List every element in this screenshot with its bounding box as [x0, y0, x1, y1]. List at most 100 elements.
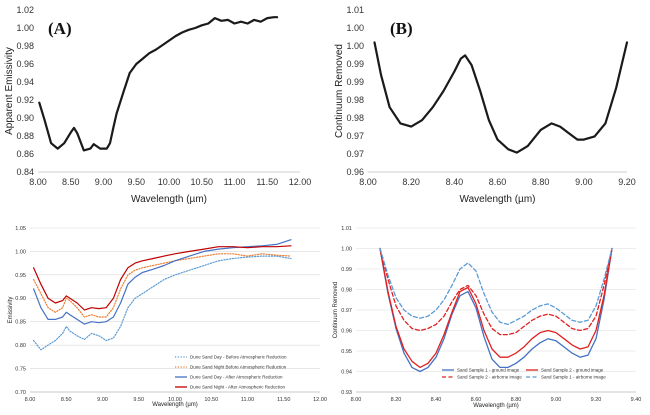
y-tick-label: 0.97 [346, 149, 364, 159]
x-tick-label: 8.60 [489, 177, 507, 187]
series-line-1 [373, 41, 629, 154]
x-tick-label: 11.50 [277, 397, 290, 403]
y-tick-label: 0.95 [341, 349, 352, 355]
y-tick-label: 0.95 [15, 273, 26, 279]
legend: Dune Sand Day - Before Atmospheric Reduc… [175, 355, 287, 390]
x-tick-label: 8.00 [29, 177, 47, 187]
x-tick-label: 8.00 [351, 397, 362, 403]
y-tick-label: 0.99 [346, 77, 364, 87]
y-tick-label: 1.02 [16, 5, 34, 15]
y-tick-label: 0.98 [16, 41, 34, 51]
x-tick-label: 8.80 [532, 177, 550, 187]
x-tick-label: 12.00 [289, 177, 312, 187]
y-tick-label: 0.97 [341, 308, 352, 314]
x-tick-label: 8.60 [471, 397, 482, 403]
x-tick-label: 11.00 [224, 177, 246, 187]
y-tick-label: 1.05 [15, 226, 26, 232]
y-axis-title: Continuum Removed [334, 44, 345, 138]
x-tick-label: 10.50 [190, 177, 213, 187]
y-tick-label: 0.85 [15, 320, 26, 326]
legend-label: Dune Sand Night Before Atmospheric Reduc… [190, 365, 287, 370]
y-tick-label: 1.00 [346, 41, 364, 51]
x-tick-label: 11.50 [256, 177, 278, 187]
y-tick-label: 0.93 [341, 390, 352, 396]
y-tick-label: 0.70 [15, 390, 26, 396]
series-line-3 [379, 247, 613, 336]
y-tick-label: 0.86 [16, 149, 34, 159]
y-tick-label: 0.96 [346, 167, 364, 177]
series-line-3 [32, 239, 292, 325]
legend: Sand Sample 1 - ground image Sand Sample … [442, 368, 606, 380]
y-tick-label: 0.98 [346, 113, 364, 123]
chart-panel-1: 0.84 0.86 0.88 0.90 0.92 0.94 0.96 0.98 1.00 1.02… [4, 5, 311, 205]
x-tick-label: 8.20 [391, 397, 402, 403]
legend-label: Sand Sample 1 - airborne image [541, 375, 606, 380]
x-tick-label: 8.40 [446, 177, 464, 187]
y-tick-label: 1.01 [341, 226, 352, 232]
legend-label: Dune Sand Day - Before Atmospheric Reduc… [190, 355, 287, 360]
x-tick-label: 8.00 [359, 177, 377, 187]
y-tick-label: 1.01 [346, 5, 364, 15]
legend-label: Dune Sand Day - After Atmospheric Reduct… [190, 375, 283, 380]
y-tick-label: 0.94 [16, 77, 34, 87]
y-tick-label: 0.96 [341, 328, 352, 334]
y-tick-label: 1.00 [16, 23, 34, 33]
y-tick-label: 1.00 [15, 249, 26, 255]
y-tick-label: 0.88 [16, 131, 34, 141]
x-tick-label: 10.50 [204, 397, 218, 403]
legend-label: Sand Sample 1 - ground image [457, 368, 520, 373]
series-line-2 [379, 247, 613, 369]
y-tick-label: 0.80 [15, 343, 26, 349]
x-tick-label: 8.00 [25, 397, 36, 403]
x-tick-label: 11.00 [241, 397, 254, 403]
x-tick-label: 10.00 [168, 397, 182, 403]
x-tick-label: 8.20 [402, 177, 420, 187]
x-tick-label: 9.00 [551, 397, 562, 403]
x-tick-label: 9.00 [575, 177, 593, 187]
x-tick-label: 9.40 [631, 397, 642, 403]
y-axis-title: Emissivity [8, 297, 14, 324]
x-tick-label: 9.20 [591, 397, 602, 403]
y-tick-label: 0.99 [346, 59, 364, 69]
legend-label: Dune Sand Night - After Atmospheric Redu… [190, 385, 286, 390]
legend-label: Sand Sample 2 - ground image [541, 368, 604, 373]
x-tick-label: 8.50 [61, 397, 72, 403]
y-tick-label: 0.90 [15, 296, 26, 302]
x-tick-label: 10.00 [158, 177, 181, 187]
y-tick-label: 0.84 [16, 167, 34, 177]
x-axis-title: Wavelength (µm) [152, 402, 198, 408]
x-axis-title: Wavelength (µm) [460, 194, 536, 205]
x-tick-label: 8.80 [511, 397, 522, 403]
y-tick-label: 0.98 [341, 287, 352, 293]
x-tick-label: 9.00 [95, 177, 113, 187]
chart-panel-4: 0.93 0.94 0.95 0.96 0.97 0.98 0.99 1.00 1.01 8.00… [333, 226, 641, 409]
x-tick-label: 9.00 [97, 397, 108, 403]
y-tick-label: 1.00 [346, 23, 364, 33]
series-line-1 [379, 247, 613, 373]
series-line-4 [32, 245, 292, 311]
y-tick-label: 0.98 [346, 95, 364, 105]
y-tick-label: 0.90 [16, 113, 34, 123]
x-tick-label: 9.20 [618, 177, 636, 187]
x-tick-label: 8.50 [62, 177, 80, 187]
y-tick-label: 0.75 [15, 366, 26, 372]
x-axis-title: Wavelength (µm) [473, 403, 519, 409]
y-axis-title: Continuum Removed [333, 282, 339, 338]
y-tick-label: 0.97 [346, 131, 364, 141]
x-tick-label: 9.50 [127, 177, 145, 187]
y-axis-title: Apparent Emissivity [4, 47, 15, 135]
panel-label: (A) [48, 19, 72, 38]
y-tick-label: 1.00 [341, 246, 352, 252]
chart-panel-2: 0.96 0.97 0.97 0.98 0.98 0.99 0.99 1.00 1.00 1.01… [334, 5, 636, 205]
y-tick-label: 0.96 [16, 59, 34, 69]
x-tick-label: 8.40 [431, 397, 442, 403]
series-line-1 [38, 16, 279, 152]
series-line-1 [32, 255, 292, 351]
x-tick-label: 12.00 [313, 397, 327, 403]
x-tick-label: 9.50 [133, 397, 144, 403]
series-line-4 [379, 247, 613, 326]
legend-label: Sand Sample 2 - airborne image [457, 375, 522, 380]
x-axis-title: Wavelength (µm) [131, 194, 207, 205]
y-tick-label: 0.99 [341, 267, 352, 273]
